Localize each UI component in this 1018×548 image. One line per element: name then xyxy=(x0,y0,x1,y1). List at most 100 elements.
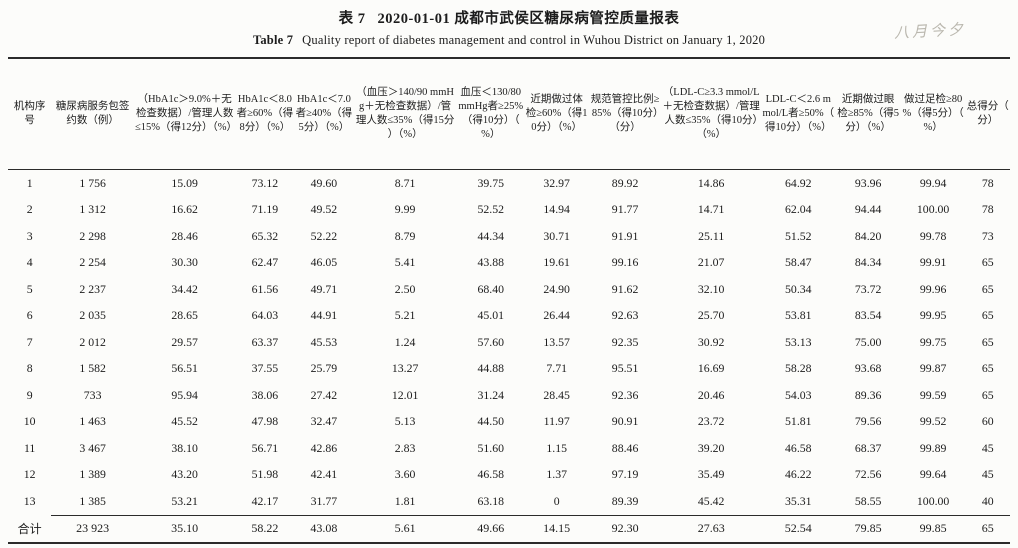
table-row-6: 6 2 035 28.65 64.03 44.91 5.21 45.01 26.44 92.63… xyxy=(8,303,1010,330)
total-cell: 65 xyxy=(965,514,1010,543)
table-cell: 53.13 xyxy=(785,334,812,349)
table-cell: 1 312 xyxy=(79,202,106,217)
table-cell: 38.10 xyxy=(171,440,198,455)
table-cell: 78 xyxy=(981,175,994,190)
table-cell: 65 xyxy=(981,281,994,296)
total-cell: 43.08 xyxy=(294,514,354,543)
table-cell: 44.91 xyxy=(310,308,338,323)
table-cell: 30.71 xyxy=(543,228,570,243)
table-cell: 95.51 xyxy=(611,361,639,376)
table-cell: 13 xyxy=(23,494,36,508)
table-cell: 52.52 xyxy=(477,202,504,217)
table-cell: 72.56 xyxy=(854,467,882,482)
table-cell: 30.30 xyxy=(171,255,198,270)
table-cell: 58.28 xyxy=(785,361,812,376)
table-cell: 51.60 xyxy=(477,440,504,455)
table-row-11: 11 3 467 38.10 56.71 42.86 2.83 51.60 1.15 88.46… xyxy=(8,435,1010,462)
column-header-1: 机构序号 xyxy=(8,58,52,170)
table-cell: 75.00 xyxy=(854,334,882,349)
table-cell: 35.31 xyxy=(785,493,812,508)
table-cell: 32.10 xyxy=(697,281,725,296)
table-cell: 38.06 xyxy=(251,387,279,402)
table-cell: 12.01 xyxy=(391,387,419,402)
column-header-3: （HbA1c＞9.0%＋无检查数据）/管理人数≤15%（得12分）（%） xyxy=(133,58,237,170)
table-row-4: 4 2 254 30.30 62.47 46.05 5.41 43.88 19.61 99.16… xyxy=(8,250,1010,277)
table-row-12: 12 1 389 43.20 51.98 42.41 3.60 46.58 1.37 97.19… xyxy=(8,462,1010,489)
table-row-3: 3 2 298 28.46 65.32 52.22 8.79 44.34 30.71 91.91… xyxy=(8,223,1010,250)
table-cell: 99.64 xyxy=(919,467,947,482)
table-cell: 49.52 xyxy=(310,202,338,217)
caption-en-label: Table 7 xyxy=(252,33,294,47)
table-cell: 6 xyxy=(26,308,33,323)
table-cell: 91.62 xyxy=(611,281,639,296)
table-cell: 63.18 xyxy=(477,493,504,508)
total-cell: 58.22 xyxy=(235,514,295,543)
table-cell: 7 xyxy=(26,334,33,349)
table-cell: 53.81 xyxy=(785,308,812,323)
total-row: 合计 23 923 35.10 58.22 43.08 5.61 49.66 14.15 92.… xyxy=(8,514,1010,543)
table-cell: 99.59 xyxy=(919,387,947,402)
table-cell: 84.20 xyxy=(854,228,882,243)
table-cell: 99.78 xyxy=(919,228,947,243)
table-cell: 73.12 xyxy=(251,175,279,190)
table-row-5: 5 2 237 34.42 61.56 49.71 2.50 68.40 24.90 91.62… xyxy=(8,276,1010,303)
column-header-14: 总得分（分） xyxy=(965,58,1010,170)
table-cell: 14.86 xyxy=(697,175,725,190)
total-cell: 35.10 xyxy=(133,514,236,543)
table-cell: 65.32 xyxy=(251,228,279,243)
table-cell: 45.42 xyxy=(697,493,725,508)
table-cell: 2 035 xyxy=(79,308,106,323)
quality-report-table: 机构序号 糖尿病服务包签约数（例） （HbA1c＞9.0%＋无检查数据）/管理人数≤… xyxy=(8,57,1010,544)
table-cell: 54.03 xyxy=(785,387,812,402)
table-cell: 78 xyxy=(981,202,994,217)
table-cell: 99.75 xyxy=(919,334,947,349)
table-cell: 99.95 xyxy=(919,308,947,323)
table-cell: 3 xyxy=(26,228,33,243)
table-cell: 99.16 xyxy=(611,255,639,270)
table-cell: 89.36 xyxy=(854,387,882,402)
table-cell: 99.52 xyxy=(919,414,947,429)
table-cell: 49.60 xyxy=(310,175,338,190)
table-cell: 47.98 xyxy=(251,414,279,429)
table-cell: 92.35 xyxy=(611,334,639,349)
table-cell: 92.63 xyxy=(611,308,639,323)
column-header-2: 糖尿病服务包签约数（例） xyxy=(51,58,134,170)
table-row-9: 9 733 95.94 38.06 27.42 12.01 31.24 28.45 92.36 2… xyxy=(8,382,1010,409)
table-cell: 25.70 xyxy=(697,308,725,323)
table-cell: 45.01 xyxy=(477,308,504,323)
total-cell: 79.85 xyxy=(835,514,901,543)
table-cell: 3.60 xyxy=(394,467,416,482)
table-cell: 46.05 xyxy=(310,255,338,270)
table-cell: 3 467 xyxy=(79,440,106,455)
table-cell: 13.27 xyxy=(391,361,419,376)
table-cell: 32.97 xyxy=(543,175,570,190)
table-cell: 23.72 xyxy=(697,414,725,429)
table-cell: 14.94 xyxy=(543,202,570,217)
table-cell: 28.45 xyxy=(543,387,570,402)
table-cell: 100.00 xyxy=(916,202,950,217)
table-row-13: 13 1 385 53.21 42.17 31.77 1.81 63.18 0 89.39 45.… xyxy=(8,488,1010,515)
table-cell: 68.37 xyxy=(854,440,882,455)
table-cell: 32.47 xyxy=(310,414,338,429)
table-cell: 63.37 xyxy=(251,334,279,349)
table-cell: 2 298 xyxy=(79,228,106,243)
table-cell: 79.56 xyxy=(854,414,882,429)
table-cell: 52.22 xyxy=(310,228,338,243)
table-cell: 7.71 xyxy=(546,361,567,376)
total-cell: 49.66 xyxy=(456,514,525,543)
table-cell: 68.40 xyxy=(477,281,504,296)
table-cell: 44.34 xyxy=(477,228,504,243)
table-cell: 733 xyxy=(83,387,102,402)
table-cell: 45.53 xyxy=(310,334,338,349)
table-cell: 71.19 xyxy=(251,202,279,217)
table-cell: 30.92 xyxy=(697,334,725,349)
table-cell: 64.92 xyxy=(785,175,812,190)
table-cell: 5 xyxy=(26,281,33,296)
table-cell: 1.37 xyxy=(546,467,567,482)
column-header-8: 近期做过体检≥60%（得10分）（%） xyxy=(524,58,589,170)
table-cell: 20.46 xyxy=(697,387,725,402)
table-cell: 83.54 xyxy=(854,308,882,323)
column-header-11: LDL-C＜2.6 mmol/L者≥50%（得10分）（%） xyxy=(760,58,836,170)
total-cell: 99.85 xyxy=(900,514,966,543)
table-cell: 26.44 xyxy=(543,308,570,323)
